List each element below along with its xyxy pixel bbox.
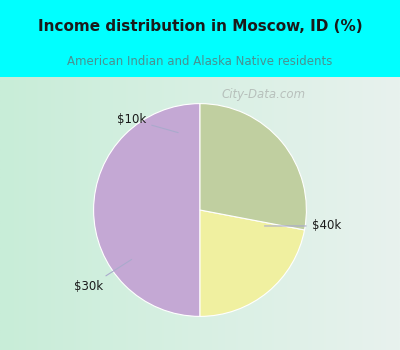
Wedge shape [94,104,200,316]
Text: $40k: $40k [264,219,341,232]
Wedge shape [200,104,306,230]
Text: Income distribution in Moscow, ID (%): Income distribution in Moscow, ID (%) [38,19,362,34]
Text: American Indian and Alaska Native residents: American Indian and Alaska Native reside… [67,55,333,69]
Text: $10k: $10k [117,113,178,133]
Text: $30k: $30k [74,259,132,293]
Wedge shape [200,210,304,316]
Text: City-Data.com: City-Data.com [221,88,306,101]
